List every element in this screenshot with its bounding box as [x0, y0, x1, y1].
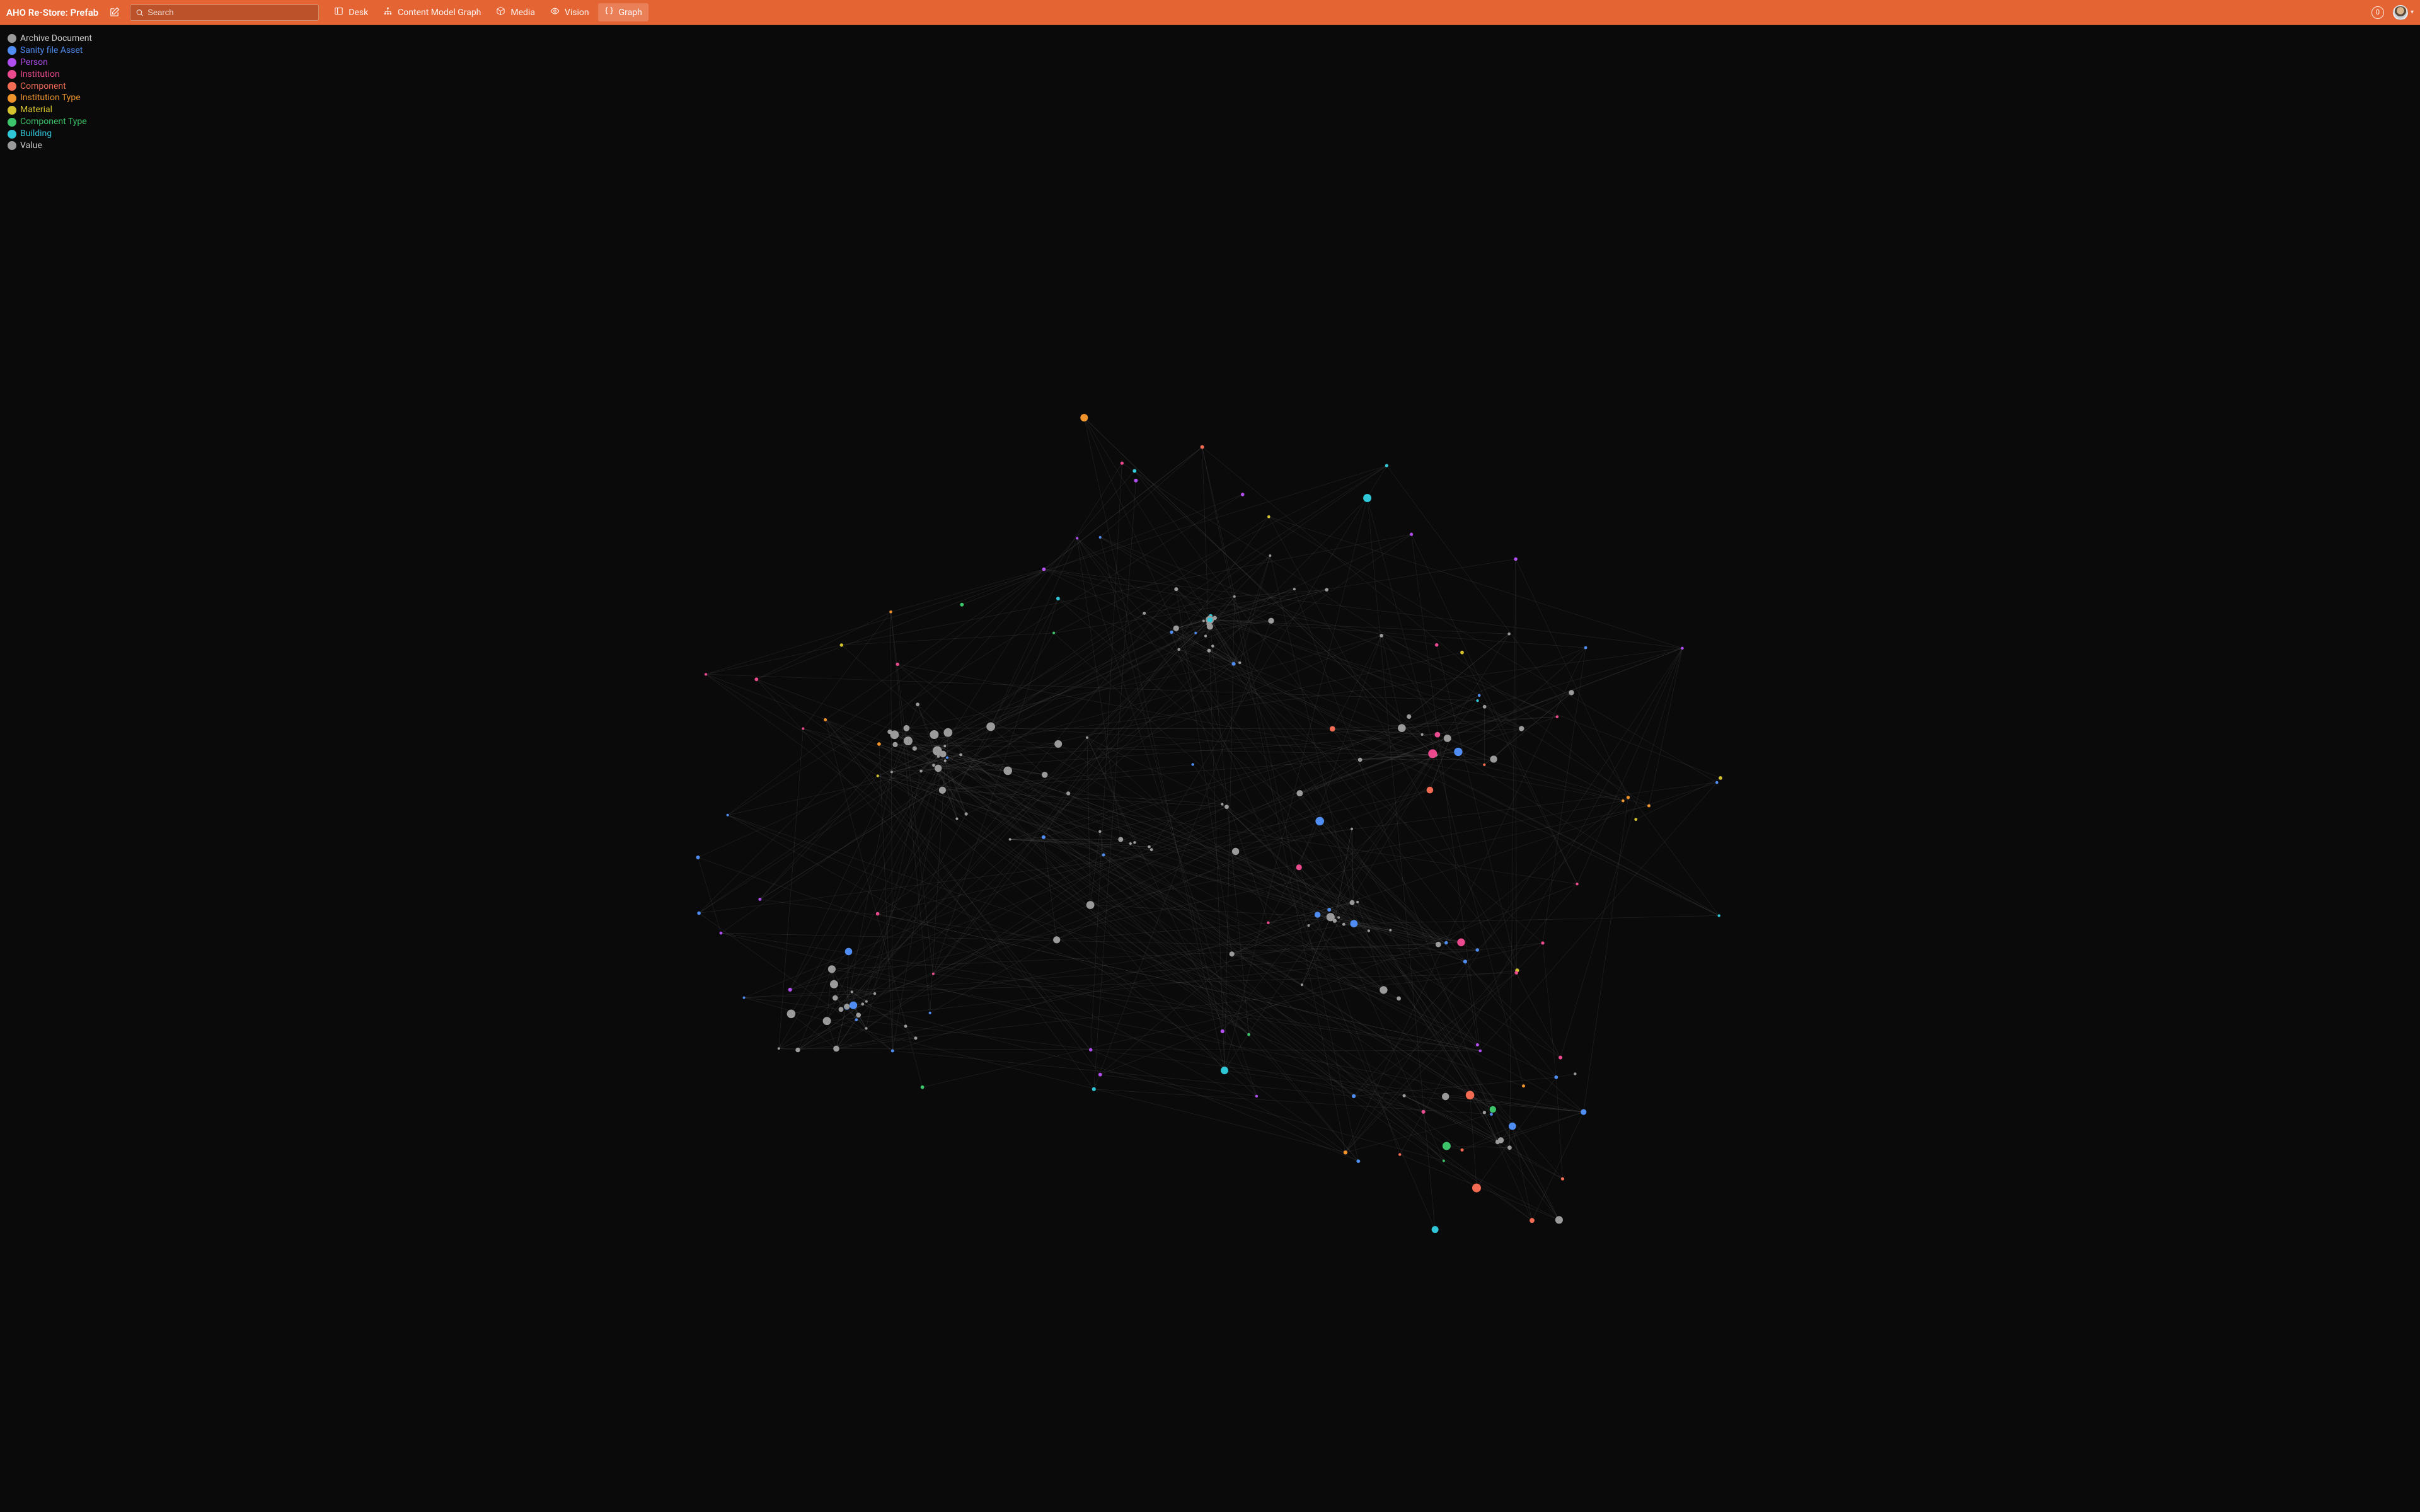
legend-label: Value	[20, 140, 42, 152]
legend-swatch	[8, 58, 16, 67]
eye-icon	[550, 6, 560, 18]
nav-graph[interactable]: Graph	[598, 3, 648, 21]
legend-swatch	[8, 34, 16, 43]
legend-item[interactable]: Building	[8, 128, 92, 140]
legend-item[interactable]: Component Type	[8, 116, 92, 128]
nav-desk[interactable]: Desk	[328, 3, 374, 21]
legend-swatch	[8, 82, 16, 91]
legend-swatch	[8, 94, 16, 103]
chevron-down-icon: ▾	[2411, 9, 2414, 16]
legend-swatch	[8, 118, 16, 127]
legend-item[interactable]: Person	[8, 57, 92, 69]
avatar	[2393, 5, 2408, 20]
legend: Archive DocumentSanity file AssetPersonI…	[8, 33, 92, 152]
top-bar: AHO Re-Store: Prefab Desk Content Model G…	[0, 0, 2420, 25]
graph-edges	[698, 418, 1721, 1230]
legend-label: Component	[20, 81, 66, 93]
nav-label: Vision	[565, 8, 589, 18]
legend-swatch	[8, 130, 16, 139]
panel-icon	[334, 6, 343, 18]
sitemap-icon	[383, 6, 393, 18]
search-input[interactable]	[147, 8, 313, 17]
legend-swatch	[8, 70, 16, 79]
legend-label: Person	[20, 57, 48, 69]
legend-item[interactable]: Component	[8, 81, 92, 93]
legend-label: Building	[20, 128, 52, 140]
legend-label: Institution Type	[20, 92, 81, 104]
legend-item[interactable]: Value	[8, 140, 92, 152]
legend-swatch	[8, 46, 16, 55]
compose-icon[interactable]	[107, 6, 121, 20]
legend-label: Archive Document	[20, 33, 92, 45]
top-nav: Desk Content Model Graph Media Vision Graph	[328, 3, 648, 21]
legend-label: Material	[20, 104, 52, 116]
legend-item[interactable]: Institution	[8, 69, 92, 81]
notification-badge[interactable]: 0	[2371, 6, 2384, 19]
nav-label: Content Model Graph	[398, 8, 481, 18]
nav-content-model-graph[interactable]: Content Model Graph	[377, 3, 487, 21]
nav-media[interactable]: Media	[490, 3, 541, 21]
legend-swatch	[8, 141, 16, 150]
legend-label: Institution	[20, 69, 60, 81]
user-menu[interactable]: ▾	[2393, 5, 2414, 20]
app-title: AHO Re-Store: Prefab	[6, 7, 98, 18]
braces-icon	[604, 6, 614, 18]
nav-label: Desk	[349, 8, 368, 18]
search-icon	[135, 8, 144, 17]
legend-item[interactable]: Sanity file Asset	[8, 45, 92, 57]
legend-item[interactable]: Archive Document	[8, 33, 92, 45]
legend-label: Sanity file Asset	[20, 45, 83, 57]
nav-label: Graph	[619, 8, 642, 18]
nav-vision[interactable]: Vision	[544, 3, 596, 21]
legend-item[interactable]: Institution Type	[8, 92, 92, 104]
cube-icon	[496, 6, 505, 18]
nav-label: Media	[510, 8, 535, 18]
graph-canvas[interactable]: Archive DocumentSanity file AssetPersonI…	[0, 25, 2420, 1512]
search-input-wrap[interactable]	[130, 4, 319, 21]
network-graph[interactable]	[0, 25, 2420, 1512]
legend-swatch	[8, 106, 16, 115]
legend-label: Component Type	[20, 116, 87, 128]
legend-item[interactable]: Material	[8, 104, 92, 116]
